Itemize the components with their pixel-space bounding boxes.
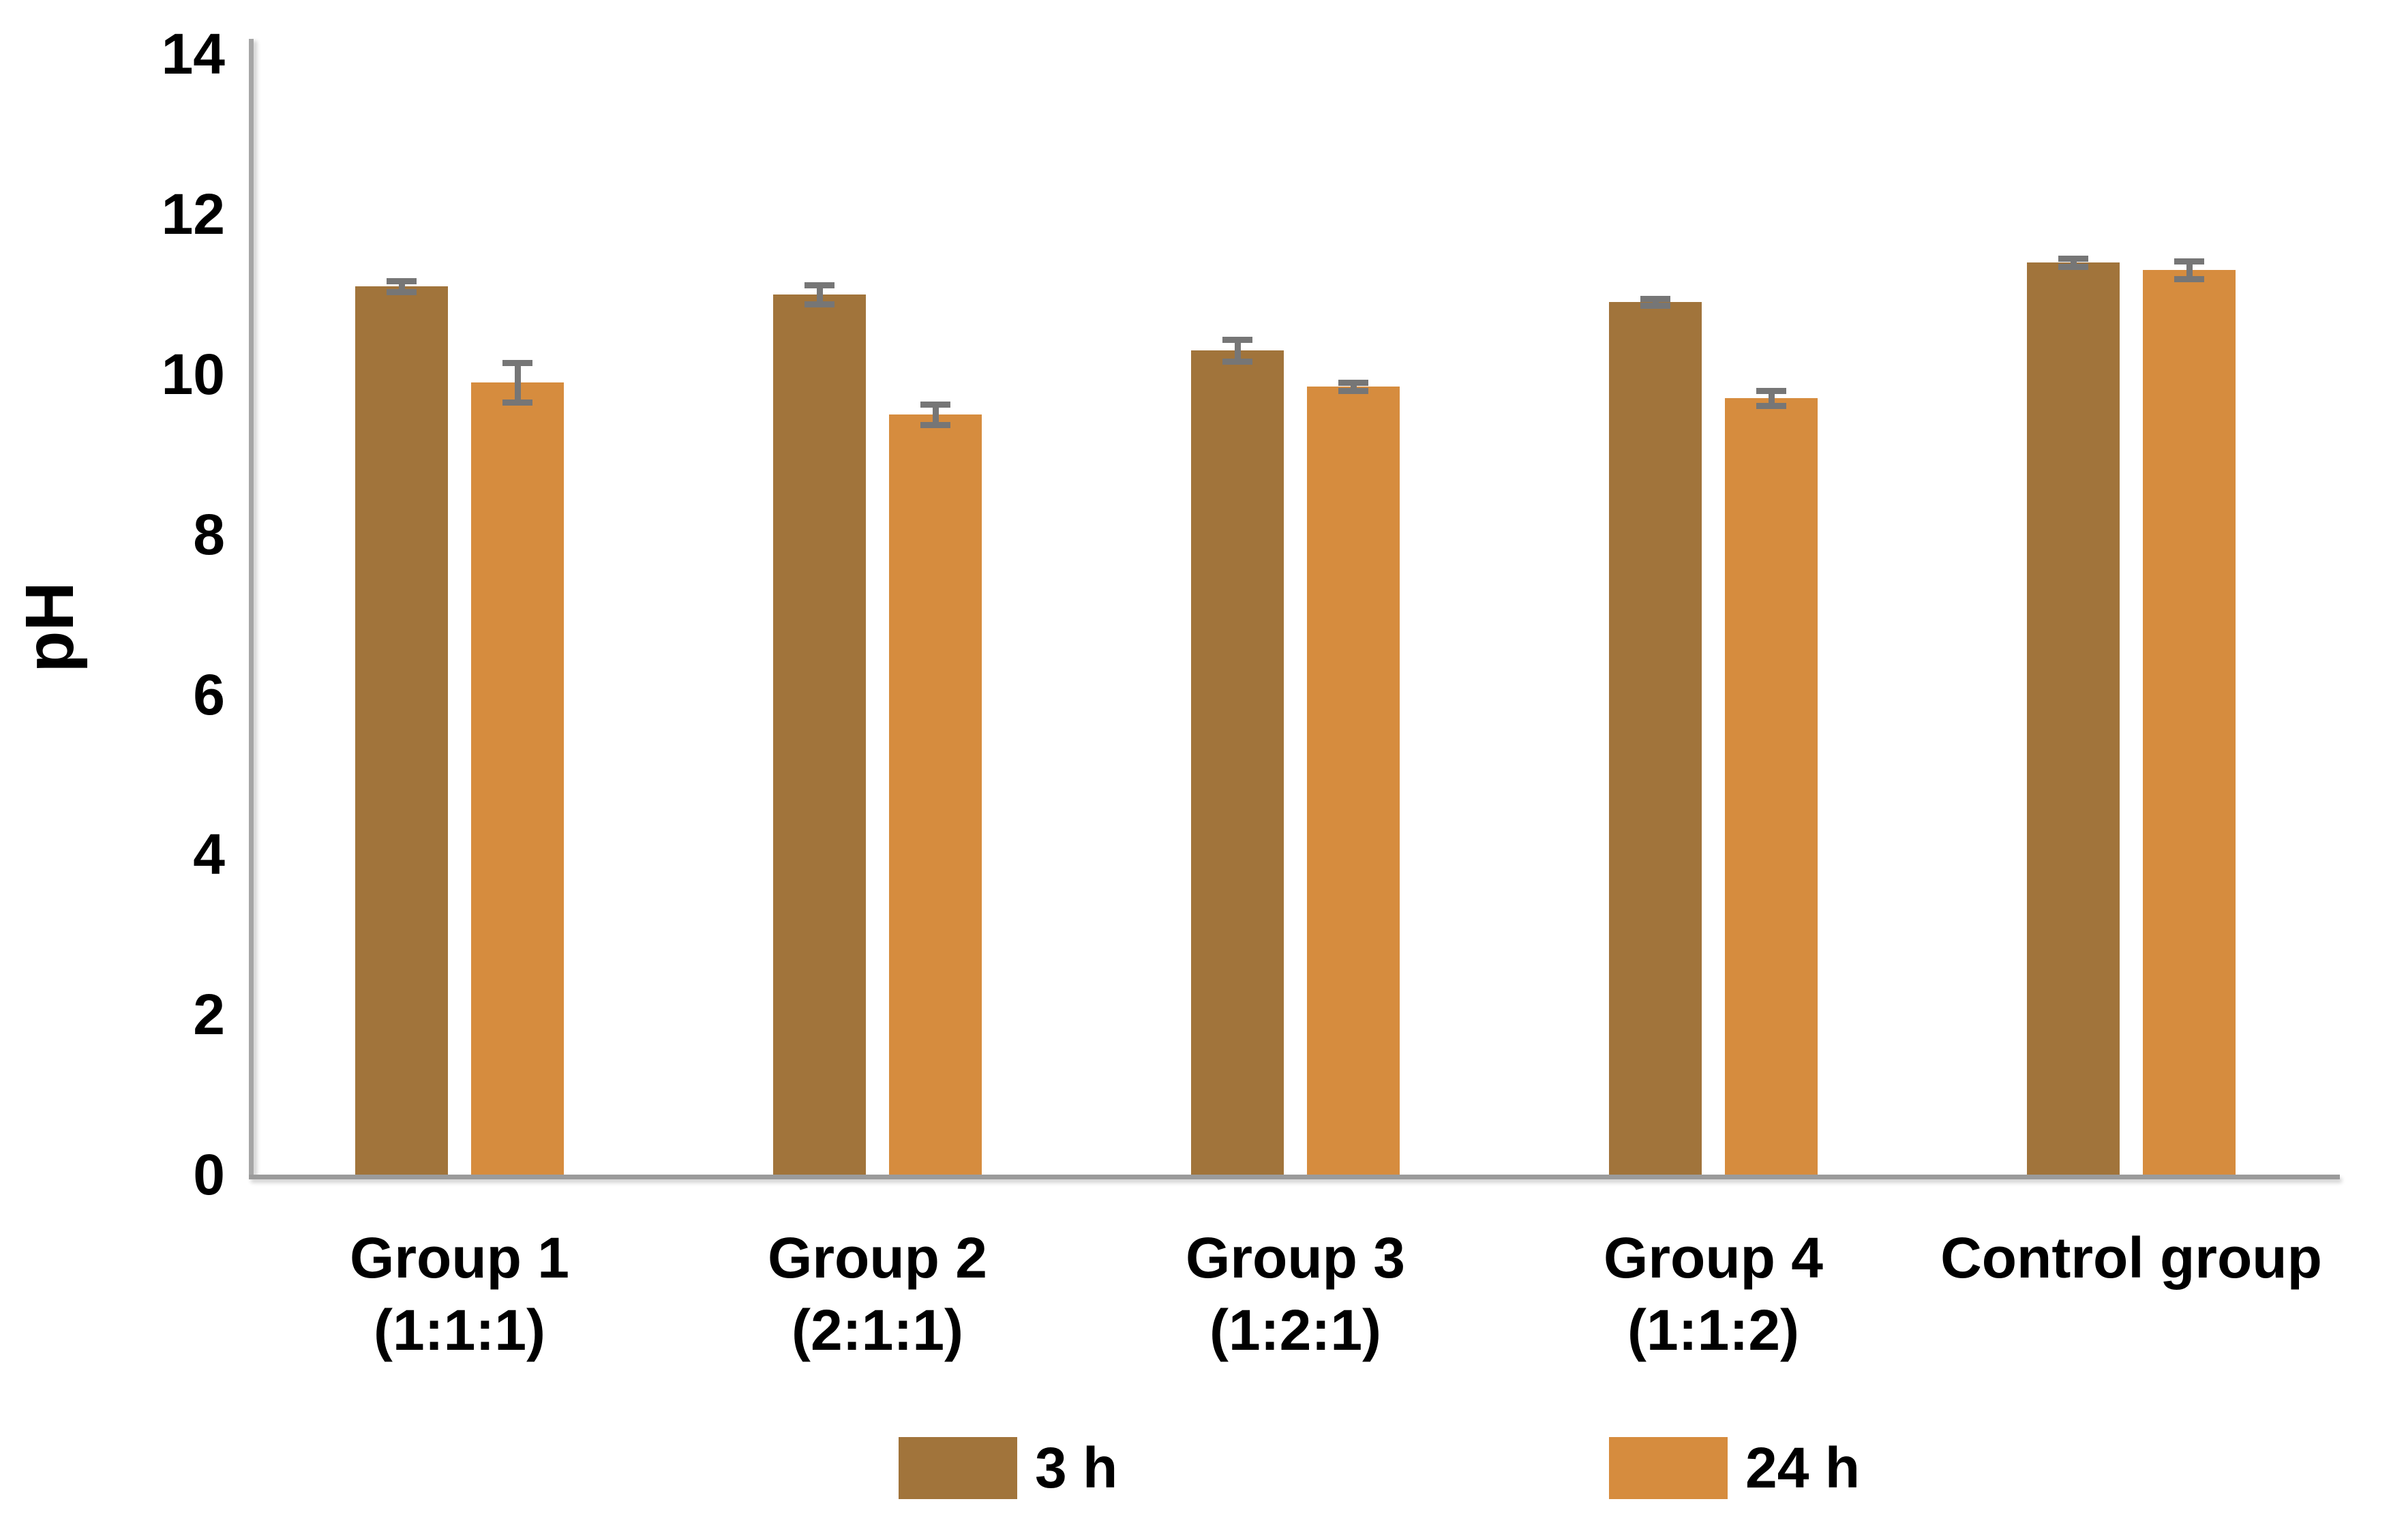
error-bar-cap-top-3h-group1 (387, 277, 417, 284)
error-bar-cap-bottom-3h-group5 (2058, 263, 2088, 270)
bar-24h-group5 (2143, 270, 2236, 1175)
error-bar-cap-bottom-24h-group2 (920, 421, 950, 428)
error-bar-cap-top-24h-group3 (1338, 379, 1368, 386)
error-bar-stem-24h-group4 (1768, 391, 1775, 406)
error-bar-cap-bottom-24h-group1 (502, 399, 532, 406)
error-bar-stem-3h-group5 (2070, 258, 2077, 267)
error-bar-stem-24h-group2 (932, 404, 939, 425)
x-label-group2: Group 2 (2:1:1) (768, 1222, 987, 1366)
legend-swatch-24h (1609, 1437, 1728, 1499)
error-bar-stem-24h-group3 (1350, 382, 1357, 391)
bar-3h-group3 (1191, 350, 1284, 1175)
bar-24h-group2 (889, 414, 982, 1175)
error-bar-stem-3h-group4 (1652, 299, 1659, 305)
error-bar-cap-top-24h-group4 (1756, 387, 1786, 394)
y-tick-label-10: 10 (161, 342, 225, 406)
y-tick-label-8: 8 (193, 502, 225, 567)
error-bar-cap-top-24h-group2 (920, 401, 950, 408)
x-label-group1: Group 1 (1:1:1) (350, 1222, 569, 1366)
legend-item-3h: 3 h (899, 1437, 1117, 1499)
legend-label-3h: 3 h (1035, 1436, 1118, 1500)
error-bar-stem-24h-group1 (514, 363, 521, 402)
y-tick-label-12: 12 (161, 182, 225, 247)
x-label-group5: Control group (1940, 1226, 2322, 1290)
y-tick-label-6: 6 (193, 662, 225, 727)
y-tick-label-14: 14 (161, 22, 225, 87)
legend-item-24h: 24 h (1609, 1437, 1860, 1499)
error-bar-stem-24h-group5 (2186, 261, 2193, 279)
error-bar-cap-bottom-3h-group4 (1640, 302, 1670, 309)
error-bar-cap-top-24h-group5 (2174, 258, 2204, 265)
y-tick-label-2: 2 (193, 982, 225, 1047)
bar-3h-group2 (773, 295, 866, 1175)
error-bar-stem-3h-group2 (816, 285, 823, 304)
error-bar-cap-bottom-24h-group3 (1338, 387, 1368, 394)
x-label-group3: Group 3 (1:2:1) (1186, 1222, 1405, 1366)
legend-label-24h: 24 h (1745, 1436, 1861, 1500)
error-bar-cap-top-3h-group3 (1222, 336, 1252, 343)
error-bar-cap-bottom-24h-group4 (1756, 402, 1786, 409)
error-bar-cap-top-3h-group2 (804, 282, 834, 288)
x-axis-line (249, 1175, 2340, 1179)
bar-3h-group5 (2027, 262, 2120, 1175)
y-axis-title: pH (11, 582, 88, 673)
bar-24h-group4 (1725, 398, 1818, 1175)
bar-24h-group1 (471, 382, 564, 1175)
error-bar-cap-bottom-24h-group5 (2174, 275, 2204, 282)
x-label-group3-ratio: (1:2:1) (1209, 1298, 1382, 1362)
error-bar-cap-top-24h-group1 (502, 359, 532, 366)
error-bar-stem-3h-group3 (1234, 339, 1241, 361)
error-bar-stem-3h-group1 (398, 281, 405, 292)
y-tick-label-0: 0 (193, 1143, 225, 1207)
bar-24h-group3 (1307, 387, 1400, 1175)
y-axis-line (249, 39, 254, 1175)
bar-3h-group4 (1609, 302, 1702, 1175)
y-tick-label-4: 4 (193, 822, 225, 887)
legend-swatch-3h (899, 1437, 1017, 1499)
error-bar-cap-bottom-3h-group2 (804, 301, 834, 307)
x-label-group4-ratio: (1:1:2) (1627, 1298, 1800, 1362)
x-label-group4: Group 4 (1:1:2) (1604, 1222, 1823, 1366)
error-bar-cap-bottom-3h-group3 (1222, 358, 1252, 365)
error-bar-cap-bottom-3h-group1 (387, 288, 417, 295)
x-label-group1-ratio: (1:1:1) (373, 1298, 546, 1362)
error-bar-cap-top-3h-group5 (2058, 255, 2088, 262)
error-bar-cap-top-3h-group4 (1640, 295, 1670, 302)
x-label-group2-ratio: (2:1:1) (791, 1298, 964, 1362)
bar-3h-group1 (355, 286, 448, 1175)
